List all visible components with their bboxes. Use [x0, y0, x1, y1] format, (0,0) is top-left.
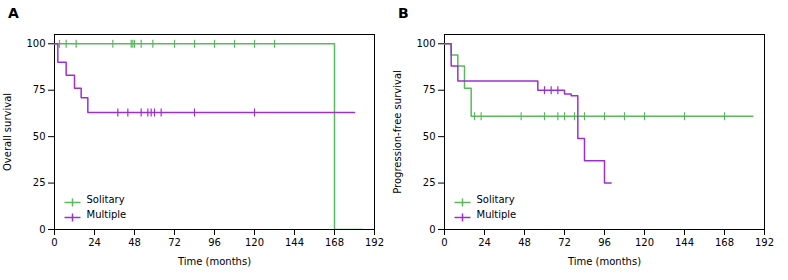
svg-text:24: 24	[88, 237, 101, 248]
svg-text:24: 24	[478, 237, 491, 248]
svg-text:Overall survival: Overall survival	[2, 93, 13, 171]
svg-text:72: 72	[168, 237, 181, 248]
svg-text:Time (months): Time (months)	[567, 256, 641, 267]
html-text:A: A	[8, 5, 19, 21]
svg-text:144: 144	[675, 237, 694, 248]
svg-text:144: 144	[285, 237, 304, 248]
svg-text:0: 0	[429, 224, 435, 235]
svg-text:120: 120	[245, 237, 264, 248]
svg-text:0: 0	[441, 237, 447, 248]
svg-text:100: 100	[416, 38, 435, 49]
svg-text:100: 100	[26, 38, 45, 49]
svg-text:Multiple: Multiple	[477, 209, 517, 220]
html-text:B: B	[398, 5, 409, 21]
svg-text:192: 192	[755, 237, 774, 248]
svg-text:96: 96	[208, 237, 221, 248]
svg-text:Progression-free survival: Progression-free survival	[392, 70, 403, 194]
svg-text:192: 192	[365, 237, 384, 248]
svg-text:Solitary: Solitary	[87, 194, 125, 205]
svg-text:Solitary: Solitary	[477, 194, 515, 205]
svg-text:168: 168	[325, 237, 344, 248]
svg-text:75: 75	[423, 84, 436, 95]
svg-text:Time (months): Time (months)	[177, 256, 251, 267]
svg-text:48: 48	[128, 237, 141, 248]
svg-text:25: 25	[33, 177, 46, 188]
svg-text:96: 96	[598, 237, 611, 248]
svg-text:0: 0	[39, 224, 45, 235]
svg-text:48: 48	[518, 237, 531, 248]
svg-text:72: 72	[558, 237, 571, 248]
svg-text:50: 50	[423, 131, 436, 142]
svg-text:50: 50	[33, 131, 46, 142]
svg-text:25: 25	[423, 177, 436, 188]
svg-text:0: 0	[51, 237, 57, 248]
svg-text:120: 120	[635, 237, 654, 248]
svg-text:75: 75	[33, 84, 46, 95]
svg-text:Multiple: Multiple	[87, 209, 127, 220]
svg-text:168: 168	[715, 237, 734, 248]
